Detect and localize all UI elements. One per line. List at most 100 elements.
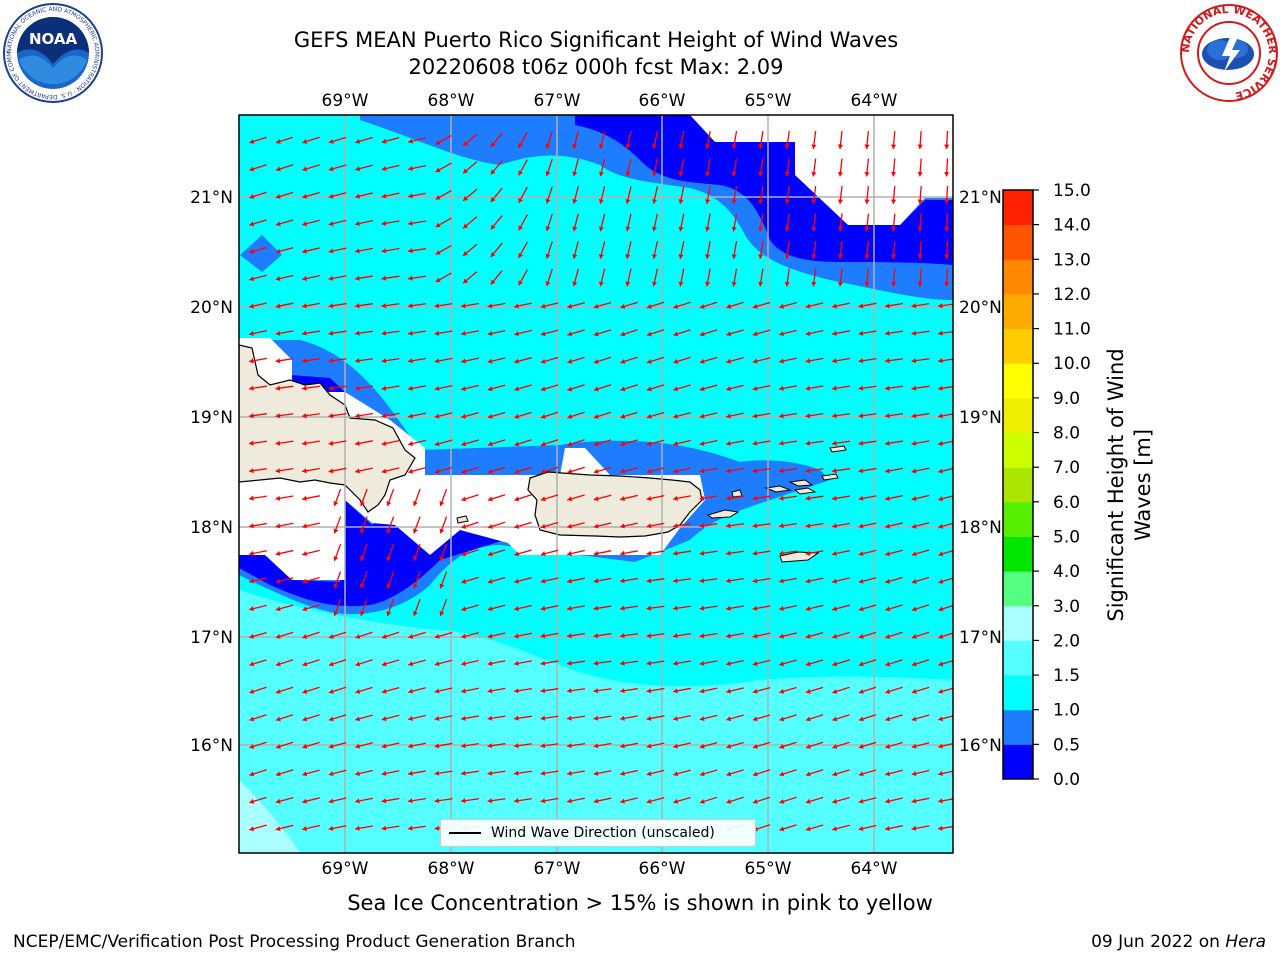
wave-arrow-head (355, 743, 361, 749)
wave-arrow-head (832, 385, 837, 391)
wave-arrow-head (567, 386, 573, 392)
wave-arrow-head (461, 303, 466, 309)
wave-arrow-head (275, 139, 281, 144)
generation-date: 09 Jun 2022 on Hera (1091, 932, 1266, 952)
wave-arrow-head (779, 550, 784, 556)
wave-arrow-head (911, 606, 917, 612)
noaa-logo-text: NOAA (29, 30, 78, 48)
wave-arrow-head (832, 633, 838, 639)
wave-arrow-head (646, 605, 652, 611)
wave-arrow-head (386, 528, 392, 534)
wave-arrow-head (620, 688, 625, 694)
wave-arrow-head (646, 771, 652, 777)
wave-zone-0m-north (575, 115, 953, 265)
wave-arrow-head (625, 281, 631, 287)
wave-arrow-head (487, 496, 493, 502)
wave-arrow-head (731, 281, 737, 287)
wave-arrow-head (461, 468, 467, 474)
wave-arrow-head (408, 688, 414, 694)
wave-arrow-head (434, 798, 440, 804)
wave-arrow-head (832, 661, 838, 667)
wave-arrow-head (673, 798, 679, 804)
wave-arrow-head (461, 770, 466, 776)
wave-arrow-head (434, 385, 440, 392)
wave-arrow-head (434, 330, 440, 336)
wave-arrow-head (302, 275, 307, 281)
map-frame (238, 114, 954, 854)
wave-arrow-head (911, 468, 917, 474)
wave-arrow-head (864, 171, 870, 177)
wave-arrow-head (858, 771, 864, 777)
wave-arrow-head (805, 716, 811, 722)
wave-arrow-head (408, 275, 413, 281)
wave-arrow-head (752, 331, 758, 337)
wave-arrow-head (381, 303, 387, 309)
wave-arrow-head (705, 226, 711, 232)
wave-arrow-head (355, 275, 360, 281)
wave-arrow-head (540, 743, 546, 749)
wave-arrow-head (917, 282, 923, 287)
colorbar-segment (1003, 640, 1033, 676)
wave-arrow-head (518, 225, 523, 231)
wave-arrow-head (699, 358, 705, 364)
wave-arrow-head (938, 743, 944, 749)
wave-arrow-head (752, 688, 758, 694)
wave-arrow-head (885, 771, 891, 777)
lon-label-bottom: 68°W (428, 859, 475, 879)
wave-arrow-head (328, 330, 334, 336)
wave-arrow-head (673, 386, 679, 392)
wave-arrow-head (381, 385, 387, 391)
wave-arrow-head (328, 771, 334, 777)
wave-arrow-head (917, 254, 923, 259)
wave-arrow-head (567, 441, 573, 447)
wave-arrow-head (540, 688, 546, 694)
wave-arrow-head (408, 798, 413, 804)
wave-arrow-head (249, 661, 255, 667)
wave-arrow-head (249, 276, 255, 282)
wave-arrow-head (731, 199, 737, 204)
wave-arrow-head (699, 771, 705, 777)
colorbar-segment (1003, 605, 1033, 641)
wave-arrow-head (302, 606, 308, 612)
wave-arrow-head (699, 660, 705, 666)
wave-arrow-head (328, 303, 334, 309)
wave-arrow-head (275, 440, 281, 446)
colorbar-tick-label: 0.5 (1053, 735, 1080, 755)
legend-label: Wind Wave Direction (unscaled) (491, 825, 715, 841)
wave-arrow-head (463, 168, 469, 174)
wave-arrow-head (784, 144, 790, 149)
lat-label-right: 19°N (959, 408, 1002, 428)
wave-zone-0m-mona (239, 475, 505, 607)
wave-arrow-head (837, 144, 844, 149)
wave-arrow-head (461, 386, 467, 392)
wave-arrow-head (567, 496, 573, 502)
wave-arrow-head (249, 771, 255, 777)
wave-arrow-head (620, 550, 625, 556)
wave-arrow-head (567, 743, 572, 749)
wave-arrow-head (705, 199, 711, 204)
wave-arrow-head (461, 524, 467, 529)
wave-arrow-head (593, 413, 599, 419)
wave-arrow-head (938, 770, 943, 776)
wave-arrow-head (461, 441, 467, 447)
wave-arrow-head (302, 826, 307, 832)
wind-wave-arrows (248, 130, 953, 832)
wave-arrow-head (944, 144, 950, 149)
lat-label-left: 21°N (190, 188, 233, 208)
wave-arrow-head (917, 144, 923, 149)
wave-arrow-head (359, 528, 365, 534)
wave-arrow-head (779, 440, 784, 446)
wave-arrow-head (355, 825, 360, 831)
wave-arrow-head (726, 468, 731, 474)
wave-arrow-head (885, 440, 890, 446)
wave-arrow-head (758, 254, 764, 259)
wave-arrow-head (646, 303, 652, 309)
wave-arrow-head (752, 440, 758, 446)
wave-arrow-head (514, 770, 519, 776)
wave-arrow-head (381, 330, 387, 336)
wave-arrow-head (620, 770, 625, 777)
lat-label-right: 18°N (959, 518, 1002, 538)
wave-arrow-head (461, 358, 466, 364)
land-bvi-anegada (821, 445, 847, 481)
wave-arrow-head (514, 496, 520, 502)
